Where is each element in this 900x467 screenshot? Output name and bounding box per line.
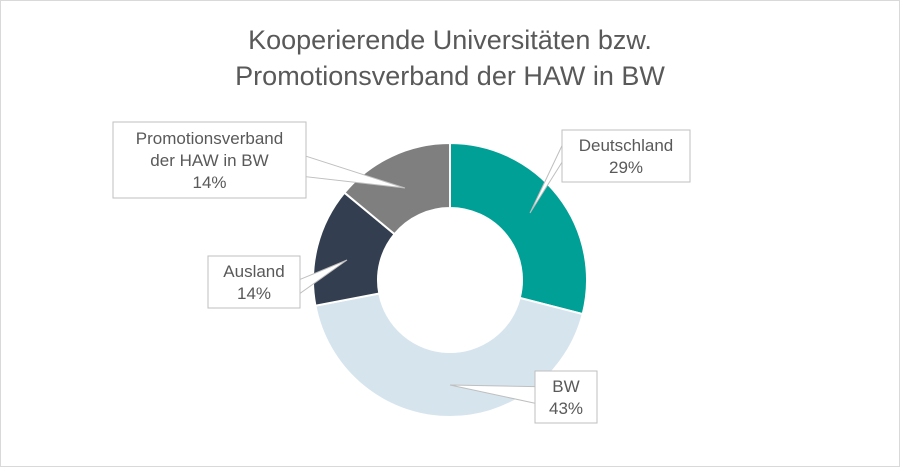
slice-label-promotionsverband-der-haw-in-bw: Promotionsverband — [136, 129, 283, 148]
chart-title-line-2: Promotionsverband der HAW in BW — [235, 61, 665, 91]
chart-title-line-1: Kooperierende Universitäten bzw. — [248, 25, 652, 55]
slice-label-promotionsverband-der-haw-in-bw: der HAW in BW — [150, 151, 268, 170]
slice-label-deutschland: Deutschland — [579, 136, 674, 155]
slice-value-bw: 43% — [549, 399, 583, 418]
slice-deutschland — [449, 141, 588, 316]
label-box-ausland — [207, 255, 301, 309]
slice-promotionsverband-der-haw-in-bw — [343, 141, 451, 236]
slice-labels: Deutschland 29% BW 43% Ausland 14% Promotionsv… — [112, 121, 691, 424]
label-leaders — [299, 145, 563, 404]
chart-title: Kooperierende Universitäten bzw. Promoti… — [0, 22, 900, 94]
label-box-bw — [534, 370, 598, 424]
slice-label-ausland: Ausland — [223, 262, 284, 281]
slice-label-bw: BW — [552, 377, 579, 396]
label-box-deutschland — [561, 129, 691, 183]
label-box-promotionsverband-der-haw-in-bw — [112, 121, 307, 199]
slice-value-deutschland: 29% — [609, 158, 643, 177]
slice-value-ausland: 14% — [237, 284, 271, 303]
slice-value-promotionsverband-der-haw-in-bw: 14% — [192, 173, 226, 192]
